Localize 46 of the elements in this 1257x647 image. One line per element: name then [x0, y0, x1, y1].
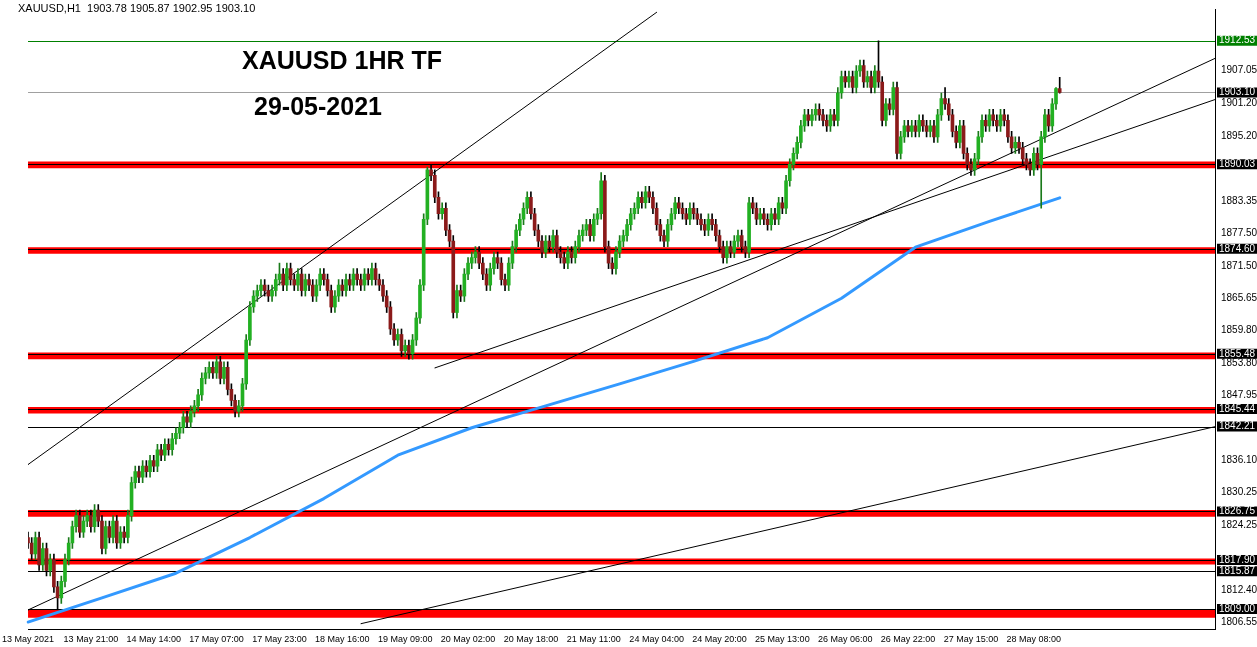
x-tick-label: 18 May 16:00 [315, 634, 370, 645]
y-tick-label: 1853.80 [1221, 356, 1257, 368]
ref-line-label: 1874.60 [1219, 242, 1256, 254]
x-tick-label: 26 May 06:00 [817, 634, 873, 645]
text: XAUUSD 1HR TF [241, 45, 443, 74]
x-tick-label: 25 May 13:00 [755, 634, 810, 645]
y-tick-label: 1895.20 [1221, 129, 1257, 141]
y-tick-label: 1836.10 [1221, 453, 1257, 465]
x-tick-label: 20 May 02:00 [440, 634, 496, 645]
ref-line-label: 1855.48 [1219, 347, 1256, 359]
ref-line-label: 1842.21 [1219, 420, 1256, 432]
x-tick-label: 26 May 22:00 [880, 634, 936, 645]
ref-line-label: 1903.10 [1219, 86, 1256, 98]
x-tick-label: 17 May 07:00 [189, 634, 244, 645]
ref-line-label: 1845.44 [1219, 402, 1256, 414]
ref-line-label: 1809.00 [1219, 602, 1256, 614]
x-tick-label: 28 May 08:00 [1006, 634, 1062, 645]
ref-line-label: 1912.53 [1219, 34, 1256, 46]
x-tick-label: 13 May 2021 [1, 634, 55, 645]
x-tick-label: 19 May 09:00 [377, 634, 433, 645]
y-tick-label: 1871.50 [1221, 259, 1257, 271]
annotation: XAUUSD,H1 1903.78 1905.87 1902.95 1903.10 [18, 2, 256, 15]
y-tick-label: 1812.40 [1221, 583, 1257, 595]
y-tick-label: 1877.50 [1221, 226, 1257, 238]
y-tick-label: 1865.65 [1221, 291, 1257, 303]
y-tick-label: 1824.25 [1221, 518, 1257, 530]
ref-line-label: 1815.87 [1219, 564, 1256, 576]
x-tick-label: 21 May 11:00 [566, 634, 621, 645]
y-tick-label: 1859.80 [1221, 323, 1257, 335]
y-tick-label: 1883.35 [1221, 194, 1257, 206]
x-tick-label: 27 May 15:00 [943, 634, 999, 645]
x-tick-label: 20 May 18:00 [503, 634, 559, 645]
y-tick-label: 1907.05 [1221, 64, 1257, 76]
ref-line-label: 1890.03 [1219, 157, 1256, 169]
text: 29-05-2021 [254, 91, 383, 120]
x-tick-label: 24 May 04:00 [629, 634, 684, 645]
ref-line-label: 1817.90 [1219, 553, 1256, 565]
ref-line-label: 1826.75 [1219, 505, 1256, 517]
y-tick-label: 1901.20 [1221, 96, 1257, 108]
x-tick-label: 13 May 21:00 [63, 634, 119, 645]
y-tick-label: 1830.25 [1221, 486, 1257, 498]
y-tick-label: 1847.95 [1221, 388, 1257, 400]
x-tick-label: 14 May 14:00 [126, 634, 182, 645]
x-tick-label: 17 May 23:00 [252, 634, 307, 645]
x-tick-label: 24 May 20:00 [692, 634, 747, 645]
y-tick-label: 1806.55 [1221, 616, 1257, 628]
